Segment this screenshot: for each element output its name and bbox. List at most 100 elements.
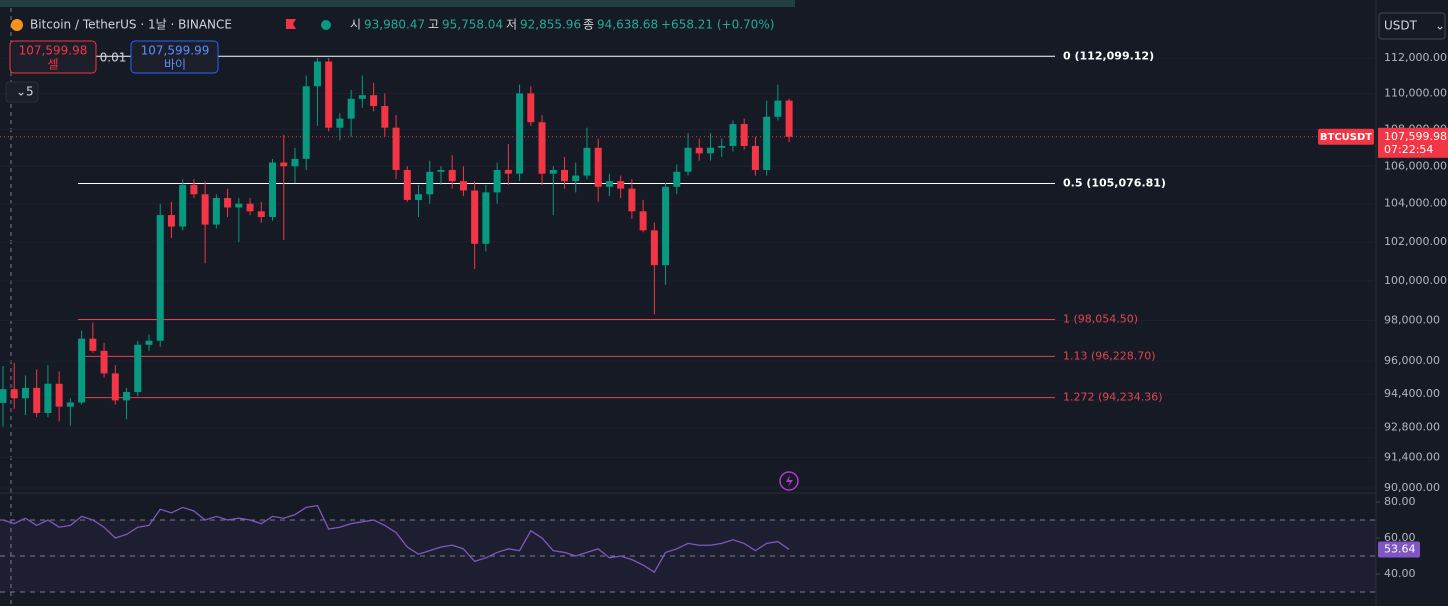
candle-body	[224, 198, 232, 208]
candle-body	[415, 194, 423, 200]
currency-select[interactable]	[1378, 12, 1446, 40]
candle-body	[471, 190, 479, 244]
candle-body	[145, 340, 153, 345]
indicator-toggle[interactable]	[5, 81, 39, 103]
candle-body	[134, 344, 142, 393]
candle-body	[325, 61, 333, 128]
indicator-count: 5	[26, 85, 34, 99]
candle-body	[21, 387, 29, 399]
candle-body	[66, 402, 74, 407]
candle-body	[156, 215, 164, 341]
candle-body	[313, 61, 321, 87]
candle-body	[167, 215, 175, 227]
candle-body	[55, 383, 63, 407]
fib-label: 1.13 (96,228.70)	[1063, 349, 1156, 362]
candle-body	[10, 389, 18, 399]
fib-label: 1 (98,054.50)	[1063, 312, 1138, 325]
rsi-band	[0, 520, 1376, 593]
candle-body	[482, 192, 490, 244]
fib-label: 0 (112,099.12)	[1063, 49, 1154, 62]
rsi-value-box	[1378, 541, 1420, 558]
candle-body	[527, 93, 535, 123]
sell-button[interactable]	[9, 40, 97, 74]
candle-body	[280, 162, 288, 167]
candle-body	[190, 184, 198, 195]
candle-body	[302, 86, 310, 159]
change: +658.21 (+0.70%)	[661, 18, 774, 32]
buy-price: 107,599.99	[141, 44, 210, 58]
y-tick-label: 91,400.00	[1384, 451, 1440, 464]
candle-body	[516, 93, 524, 174]
ohlc-value: 93,980.47	[364, 18, 425, 32]
candle-body	[437, 169, 445, 172]
candle-body	[201, 194, 209, 225]
candle-body	[706, 147, 714, 154]
symbol[interactable]: Bitcoin / TetherUS · 1날 · BINANCE	[30, 18, 232, 32]
y-tick-label: 60.00	[1384, 531, 1416, 544]
candle-body	[111, 373, 119, 401]
candle-body	[100, 350, 108, 374]
y-tick-label: 102,000.00	[1384, 235, 1447, 248]
sell-price: 107,599.98	[19, 44, 88, 58]
y-tick-label: 90,000.00	[1384, 481, 1440, 494]
y-tick-label: 106,000.00	[1384, 159, 1447, 172]
buy-label: 바이	[164, 58, 186, 72]
status-dot	[321, 20, 331, 30]
candle-body	[246, 203, 254, 212]
spread: 0.01	[100, 51, 127, 65]
candle-body	[718, 145, 726, 148]
rsi-line	[2, 504, 790, 574]
candle-body	[740, 124, 748, 146]
candle-body	[235, 203, 243, 208]
fib-label: 0.5 (105,076.81)	[1063, 176, 1166, 189]
candle-body	[561, 169, 568, 182]
candle-body	[639, 211, 647, 231]
candle-body	[336, 118, 344, 128]
ohlc-value: 94,638.68	[597, 18, 658, 32]
ohlc-label: 종	[583, 18, 594, 32]
price-tag-symbol: BTCUSDT	[1320, 132, 1372, 143]
flag[interactable]	[286, 19, 296, 29]
candle-body	[572, 175, 580, 182]
candle-body	[392, 127, 400, 170]
candle-body	[729, 124, 737, 146]
price-tag	[1318, 128, 1374, 145]
candle-body	[89, 338, 97, 351]
candle-body	[751, 145, 759, 170]
candle-body	[403, 169, 411, 200]
last-price-box	[1378, 127, 1448, 158]
y-tick-label: 98,000.00	[1384, 314, 1440, 327]
candle-body	[459, 181, 467, 191]
candle-body	[617, 181, 625, 189]
y-tick-label: 104,000.00	[1384, 197, 1447, 210]
candle-body	[605, 181, 613, 187]
candle-body	[426, 171, 434, 195]
candle-body	[257, 211, 265, 217]
buy-button[interactable]	[130, 40, 219, 74]
candle-body	[0, 389, 7, 403]
y-tick-label: 92,800.00	[1384, 421, 1440, 434]
y-tick-label: 94,400.00	[1384, 387, 1440, 400]
coin-icon	[11, 19, 23, 31]
ohlc-value: 95,758.04	[442, 18, 503, 32]
candle-body	[291, 158, 299, 167]
candle-body	[381, 105, 389, 128]
candle-body	[583, 147, 591, 176]
candle-body	[347, 98, 355, 119]
candle-body	[538, 122, 546, 174]
candle-body	[269, 162, 277, 217]
chevron: ⌄	[1435, 19, 1445, 33]
alert-bolt	[786, 475, 793, 487]
candle-body	[370, 95, 378, 106]
y-tick-label: 100,000.00	[1384, 274, 1447, 287]
y-tick-label: 110,000.00	[1384, 86, 1447, 99]
alert-icon[interactable]	[779, 471, 799, 491]
ohlc-value: 92,855.96	[520, 18, 581, 32]
y-tick-label: 80.00	[1384, 495, 1416, 508]
candle-body	[684, 147, 692, 172]
candle-body	[44, 383, 52, 413]
ohlc-label: 고	[428, 18, 439, 32]
